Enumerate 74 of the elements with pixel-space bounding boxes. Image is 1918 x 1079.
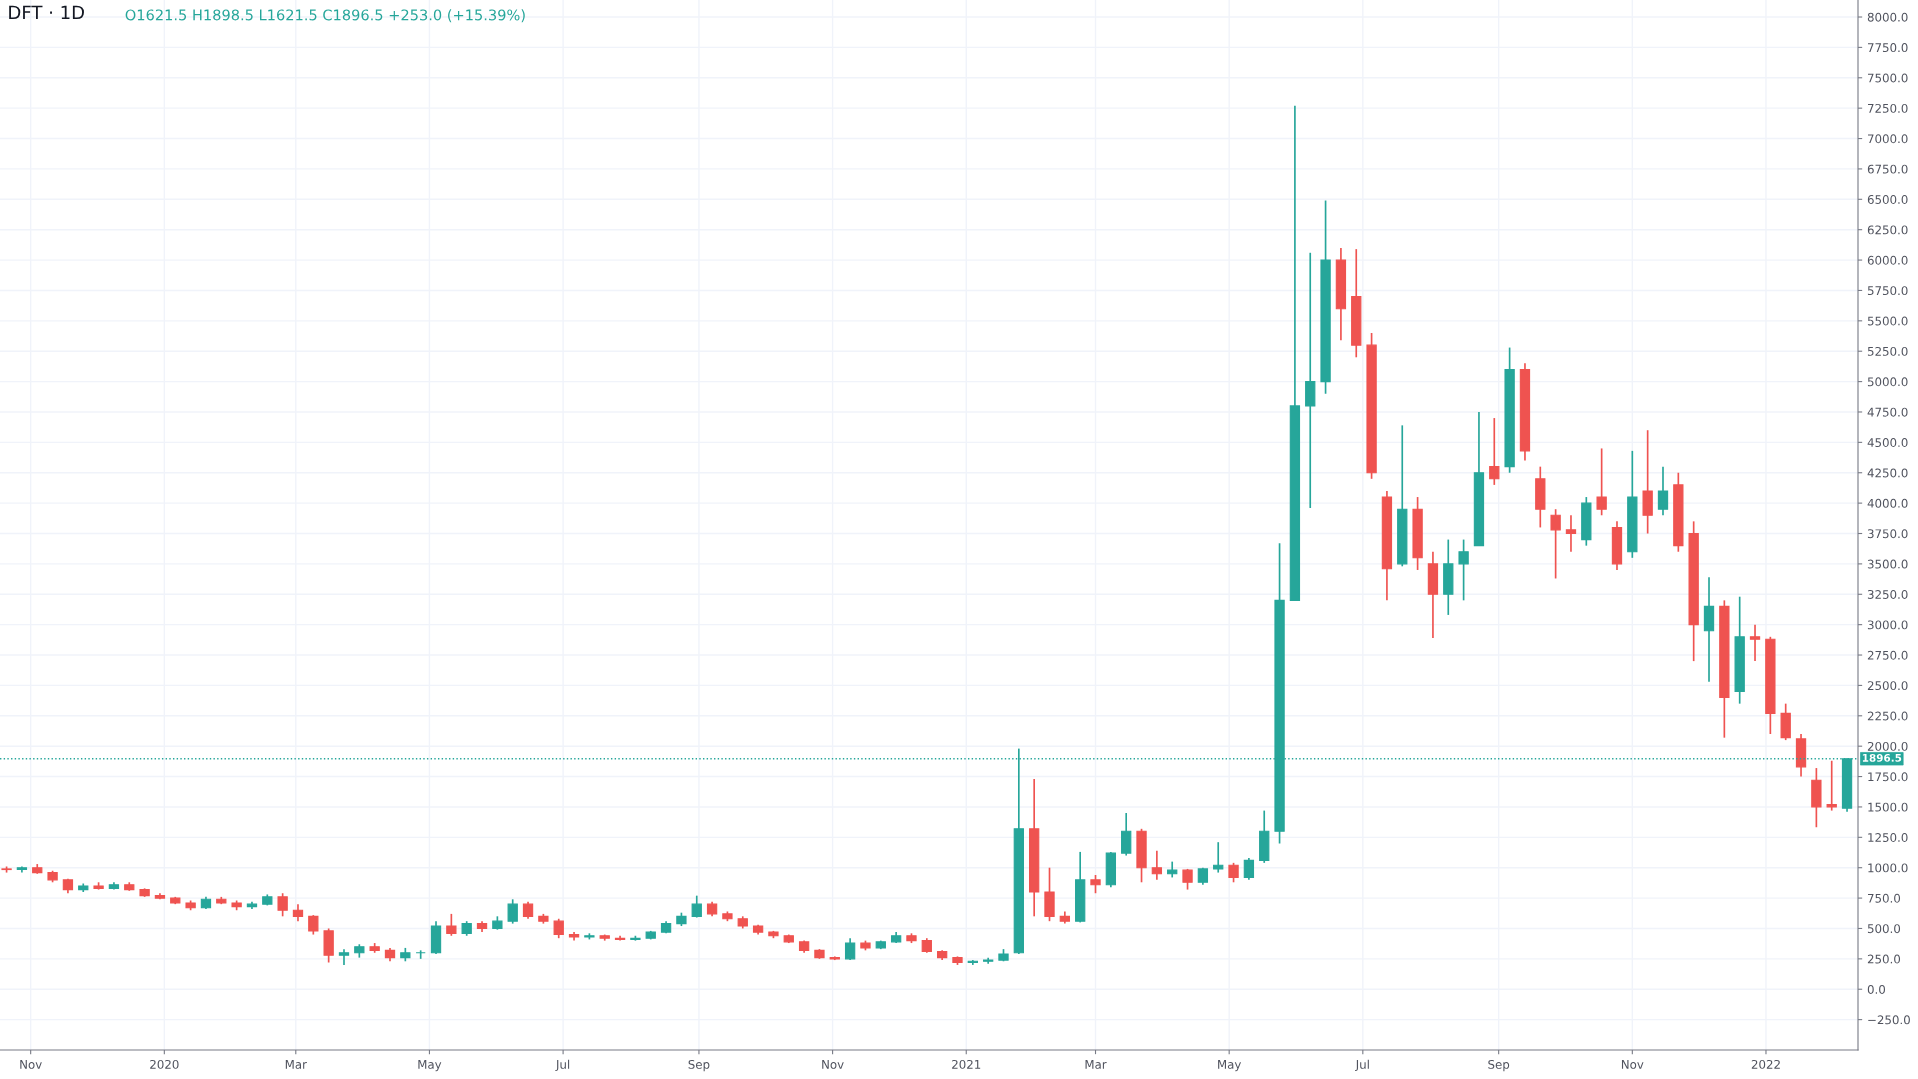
y-tick-label: 7500.0 [1868,73,1908,83]
candlestick [1090,874,1101,895]
candlestick [691,894,702,919]
candlestick [1228,862,1239,884]
x-tick-label: 2020 [150,1059,179,1069]
candlestick [1243,857,1255,881]
x-tick-label: Mar [285,1060,307,1069]
y-tick-label: 500.0 [1867,924,1901,934]
candlestick [1213,841,1224,874]
y-tick-label: −250.0 [1868,1015,1910,1025]
candlestick [553,917,564,940]
x-tick-label: Jul [1355,1059,1369,1072]
candlestick [1458,538,1469,602]
candlestick [1489,417,1500,486]
candlestick [1749,623,1761,662]
y-tick-label: 4500.0 [1867,438,1908,448]
ref-line-label: 1896.5 [1862,753,1902,762]
x-tick-label: 2021 [952,1059,981,1069]
x-tick-label: Sep [1488,1059,1510,1072]
y-tick-label: 4000.0 [1867,498,1908,508]
x-tick-label: Mar [1085,1060,1107,1069]
x-tick-label: Sep [688,1059,710,1072]
candlestick [1121,812,1132,857]
x-tick-label: Nov [20,1060,42,1069]
candlestick [415,949,426,960]
candlestick [308,914,319,936]
annotation: O1621.5 H1898.5 L1621.5 C1896.5 +253.0 (+15.39%) [125,9,525,23]
y-tick-label: 4750.0 [1867,407,1908,417]
y-tick-label: 750.0 [1868,893,1901,903]
candlestick [1565,514,1577,553]
y-tick-label: 2000.0 [1867,741,1908,751]
candlestick [338,948,350,966]
y-tick-label: 6750.0 [1867,164,1908,174]
y-tick-label: 6250.0 [1867,225,1908,235]
candlestick [1657,465,1669,517]
y-tick-label: 2250.0 [1867,711,1908,721]
y-tick-label: 7000.0 [1868,134,1908,144]
y-tick-label: 0.0 [1867,984,1886,994]
y-tick-label: 3500.0 [1867,559,1908,569]
y-tick-label: 4250.0 [1867,468,1908,478]
y-tick-label: 8000.0 [1867,12,1908,22]
candlestick [1596,447,1607,517]
x-tick-label: Nov [1621,1060,1644,1069]
y-tick-label: 5500.0 [1867,316,1908,326]
candlestick [446,913,457,937]
x-tick-label: May [1218,1060,1242,1072]
x-tick-label: May [418,1060,442,1072]
y-tick-label: 3750.0 [1867,529,1908,539]
y-tick-label: 250.0 [1867,954,1901,964]
y-tick-label: 3000.0 [1867,620,1908,630]
candlestick [277,892,288,918]
y-tick-label: 6000.0 [1867,255,1908,265]
y-tick-label: 3250.0 [1867,589,1908,599]
candlestick [1151,849,1163,881]
y-tick-label: 1500.0 [1868,802,1908,812]
y-tick-label: 7250.0 [1868,103,1908,113]
candlestick [507,898,518,925]
x-tick-label: 2022 [1751,1059,1780,1069]
y-tick-label: 2500.0 [1867,681,1908,691]
y-tick-label: 2750.0 [1867,650,1908,660]
candlestick [1305,251,1316,509]
y-tick-label: 1000.0 [1868,863,1908,873]
y-tick-label: 5000.0 [1867,377,1908,387]
y-tick-label: 5250.0 [1867,346,1908,356]
x-tick-label: Nov [822,1060,844,1069]
y-tick-label: 1250.0 [1868,833,1908,842]
x-tick-label: Jul [555,1059,570,1072]
y-tick-label: 1750.0 [1868,772,1908,782]
candlestick [1550,508,1561,580]
y-tick-label: 7750.0 [1868,43,1908,53]
chart-title: DFT · 1D [9,5,84,19]
y-tick-label: 6500.0 [1867,195,1908,204]
candlestick [1826,759,1837,812]
y-tick-label: 5750.0 [1867,286,1908,296]
